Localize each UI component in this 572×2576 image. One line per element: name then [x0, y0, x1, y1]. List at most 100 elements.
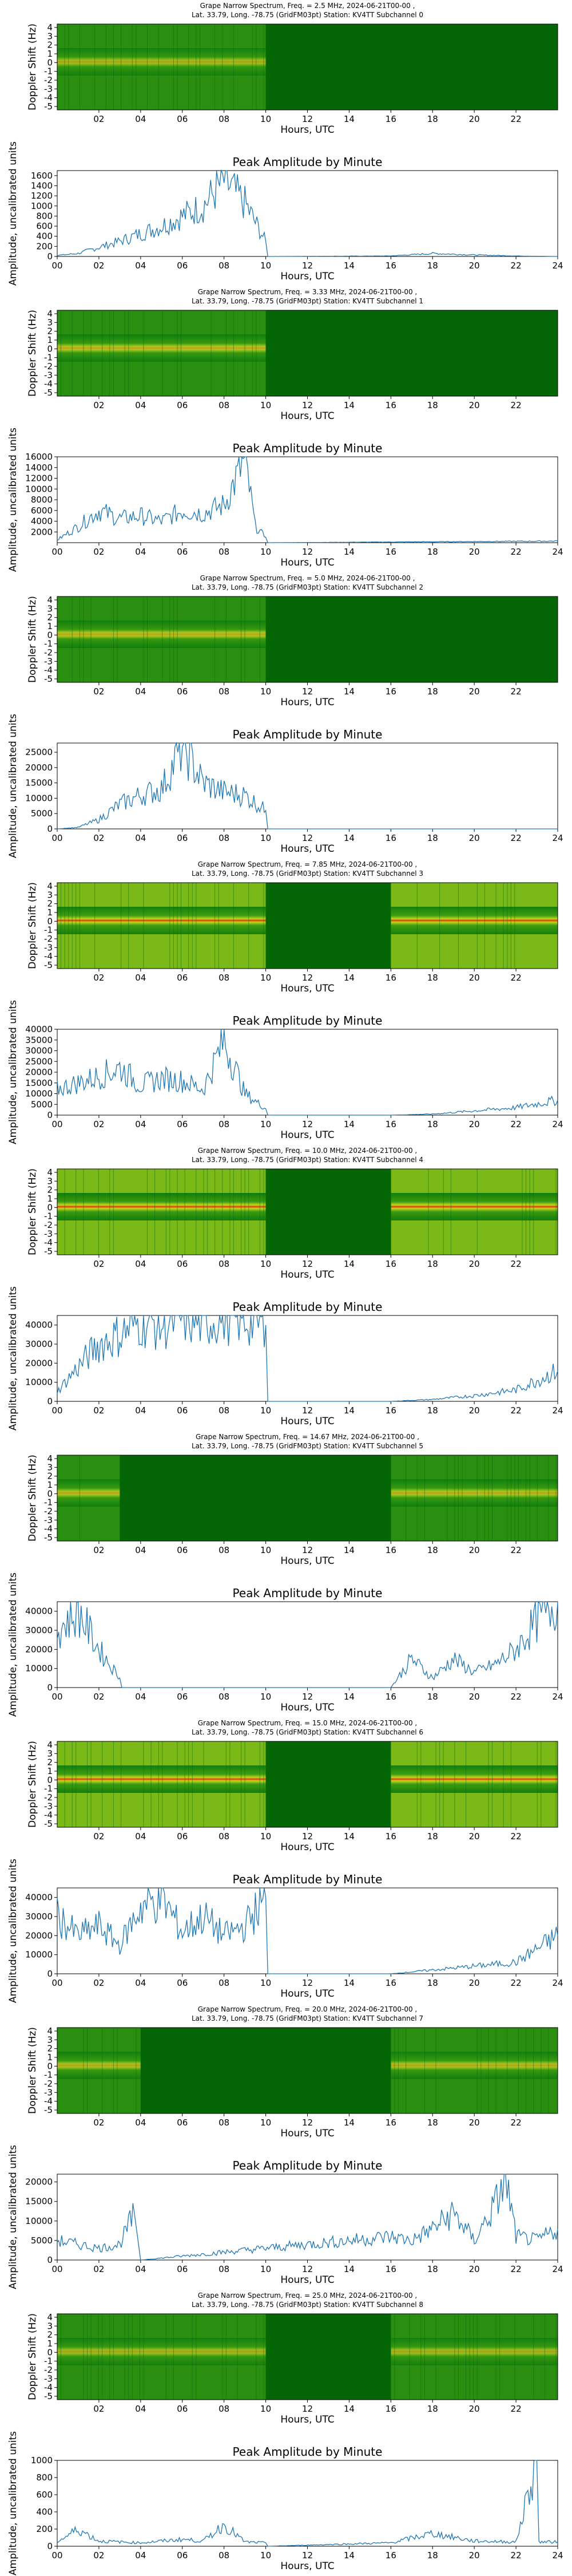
x-tick-label: 06	[177, 1259, 188, 1269]
x-tick-label: 10	[260, 1831, 271, 1842]
spectrogram-subtitle: Lat. 33.79, Long. -78.75 (GridFM03pt) St…	[192, 1728, 423, 1736]
y-tick-label: -1	[44, 353, 53, 363]
amplitude-series-line	[57, 1314, 558, 1402]
x-tick-label: 06	[177, 547, 188, 557]
spectrogram-dropout	[265, 24, 558, 110]
y-tick-label: 2	[47, 2330, 53, 2340]
x-tick-label: 08	[219, 400, 229, 410]
y-tick-label: 5000	[31, 1099, 53, 1109]
y-tick-label: 15000	[25, 2196, 53, 2207]
amplitude-chart: Peak Amplitude by Minute2000400060008000…	[7, 428, 563, 572]
x-tick-label: 02	[93, 1831, 104, 1842]
y-tick-label: 1000	[31, 2455, 53, 2466]
x-tick-label: 08	[219, 2117, 229, 2128]
x-tick-label: 16	[386, 1259, 396, 1269]
y-tick-label: 6000	[31, 505, 53, 516]
x-axis-label: Hours, UTC	[280, 697, 334, 708]
amplitude-title: Peak Amplitude by Minute	[233, 1872, 383, 1886]
x-tick-label: 02	[93, 547, 104, 557]
y-axis-label: Amplitude, uncalibrated units	[7, 1573, 19, 1717]
x-axis-label: Hours, UTC	[280, 1555, 334, 1567]
y-tick-label: 1	[47, 1480, 53, 1490]
x-tick-label: 24	[552, 1119, 563, 1129]
y-tick-label: 8000	[31, 495, 53, 505]
x-tick-label: 06	[177, 1545, 188, 1555]
y-tick-label: -2	[44, 1220, 53, 1230]
amplitude-chart: Peak Amplitude by Minute 0 10000 20000 30000…	[7, 1286, 563, 1431]
amplitude-title: Peak Amplitude by Minute	[233, 441, 383, 455]
spectrogram-dropout	[265, 1741, 391, 1827]
y-tick-label: 20000	[25, 762, 53, 773]
y-tick-label: 0	[47, 2255, 53, 2265]
x-tick-label: 08	[219, 833, 229, 843]
x-tick-label: 12	[302, 2264, 313, 2274]
x-tick-label: 14	[344, 260, 355, 271]
x-tick-label: 10	[260, 1978, 271, 1988]
x-tick-label: 04	[135, 2404, 146, 2414]
spectrogram-subchannel-0: Grape Narrow Spectrum, Freq. = 2.5 MHz, …	[27, 2, 558, 136]
y-axis-label: Doppler Shift (Hz)	[27, 596, 38, 683]
spectrogram-subchannel-3: Grape Narrow Spectrum, Freq. = 7.85 MHz,…	[27, 860, 558, 994]
y-tick-label: -4	[44, 93, 53, 103]
x-tick-label: 20	[469, 260, 480, 271]
amplitude-chart: Peak Amplitude by Minute0500010000150002…	[7, 1000, 563, 1144]
x-tick-label: 22	[511, 1692, 522, 1702]
spectrogram-title: Grape Narrow Spectrum, Freq. = 10.0 MHz,…	[198, 1147, 417, 1155]
x-tick-label: 16	[386, 2117, 396, 2128]
x-tick-label: 10	[260, 260, 271, 271]
y-tick-label: -5	[44, 1532, 53, 1543]
y-tick-label: 2	[47, 326, 53, 337]
x-tick-label: 14	[344, 973, 355, 983]
spectrogram-title: Grape Narrow Spectrum, Freq. = 15.0 MHz,…	[198, 1719, 417, 1727]
x-tick-label: 22	[511, 260, 522, 271]
y-tick-label: 4	[47, 1453, 53, 1464]
amplitude-frame	[57, 170, 558, 257]
x-tick-label: 20	[469, 1545, 480, 1555]
amplitude-chart: Peak Amplitude by Minute0500010000150002…	[7, 714, 563, 858]
doppler-trace-band	[57, 1765, 266, 1793]
y-tick-label: 4	[47, 2026, 53, 2036]
amplitude-frame	[57, 2460, 558, 2547]
y-tick-label: 600	[36, 221, 53, 231]
x-tick-label: 14	[344, 547, 355, 557]
spectrogram-subchannel-1: Grape Narrow Spectrum, Freq. = 3.33 MHz,…	[27, 288, 558, 422]
y-axis-label: Amplitude, uncalibrated units	[7, 2431, 19, 2575]
x-tick-label: 12	[302, 400, 313, 410]
x-tick-label: 12	[302, 1545, 313, 1555]
y-tick-label: 1400	[31, 180, 53, 191]
amplitude-frame	[57, 1029, 558, 1116]
x-tick-label: 22	[511, 2404, 522, 2414]
amplitude-title: Peak Amplitude by Minute	[233, 1014, 383, 1028]
y-tick-label: -1	[44, 66, 53, 77]
y-tick-label: 2000	[31, 527, 53, 537]
y-tick-label: 25000	[25, 1056, 53, 1066]
x-tick-label: 10	[260, 547, 271, 557]
x-tick-label: 24	[552, 260, 563, 271]
amplitude-frame	[57, 2174, 558, 2261]
y-axis-label: Doppler Shift (Hz)	[27, 1741, 38, 1828]
x-tick-label: 14	[344, 2550, 355, 2561]
y-tick-label: 0	[47, 630, 53, 640]
x-tick-label: 06	[177, 114, 188, 124]
x-tick-label: 02	[93, 2404, 104, 2414]
y-tick-label: 3	[47, 890, 53, 900]
y-tick-label: 30000	[25, 1625, 53, 1635]
doppler-trace-band	[391, 1193, 558, 1220]
y-tick-label: 1	[47, 335, 53, 345]
x-tick-label: 00	[51, 1119, 62, 1129]
x-tick-label: 02	[93, 1405, 104, 1416]
x-tick-label: 16	[386, 833, 396, 843]
x-tick-label: 04	[135, 1692, 146, 1702]
x-tick-label: 02	[93, 973, 104, 983]
x-tick-label: 24	[552, 1405, 563, 1416]
x-tick-label: 06	[177, 1692, 188, 1702]
x-tick-label: 04	[135, 1831, 146, 1842]
y-tick-label: 10000	[25, 1950, 53, 1960]
x-tick-label: 14	[344, 1831, 355, 1842]
y-tick-label: 0	[47, 1682, 53, 1693]
x-axis-label: Hours, UTC	[280, 2561, 334, 2572]
x-axis-label: Hours, UTC	[280, 1988, 334, 2000]
x-tick-label: 12	[302, 1405, 313, 1416]
spectrogram-subchannel-7: Grape Narrow Spectrum, Freq. = 20.0 MHz,…	[27, 2005, 558, 2139]
spectrogram-dropout	[265, 2314, 391, 2400]
